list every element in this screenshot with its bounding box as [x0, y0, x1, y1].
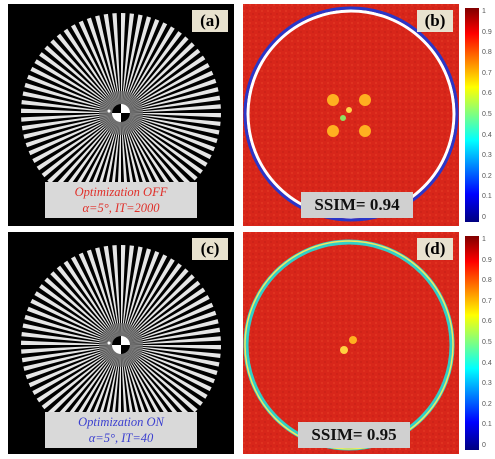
- siemens-star-image-c: [8, 232, 234, 454]
- colorbar-tick-label: 0: [482, 214, 486, 221]
- panel-label-d: (d): [417, 238, 453, 260]
- panel-label-a: (a): [192, 10, 228, 32]
- colorbar-tick-label: 0.8: [482, 49, 492, 57]
- caption-box-a: Optimization OFF α=5°, IT=2000: [45, 182, 197, 218]
- colorbar-tick-label: 0: [482, 442, 486, 449]
- colorbar-tick-label: 0.2: [482, 400, 492, 408]
- ssim-box-b: SSIM= 0.94: [301, 192, 413, 218]
- colorbar-tick-label: 0.3: [482, 152, 492, 160]
- map-boundary-inner-d: [244, 240, 454, 450]
- colorbar-tick-label: 0.9: [482, 28, 492, 36]
- caption-box-c: Optimization ON α=5°, IT=40: [45, 412, 197, 448]
- colorbar-ticks-d: 1 0.9 0.8 0.7 0.6 0.5 0.4 0.3 0.2 0.1 0: [482, 236, 495, 450]
- siemens-star-image-a: [8, 4, 234, 226]
- colorbar-tick-label: 0.4: [482, 359, 492, 367]
- colorbar-tick-label: 0.7: [482, 297, 492, 305]
- panel-label-c: (c): [192, 238, 228, 260]
- caption-line2-c: α=5°, IT=40: [88, 431, 154, 445]
- colorbar-tick-label: 0.9: [482, 256, 492, 264]
- colorbar-tick-label: 0.6: [482, 90, 492, 98]
- colorbar-tick-label: 0.6: [482, 318, 492, 326]
- panel-a: (a) Optimization OFF α=5°, IT=2000: [8, 4, 234, 226]
- colorbar-tick-label: 0.8: [482, 277, 492, 285]
- ssim-map-b: [243, 4, 459, 226]
- map-boundary-ring-d: [243, 239, 455, 451]
- colorbar-tick-label: 0.4: [482, 131, 492, 139]
- colorbar-tick-label: 0.1: [482, 421, 492, 429]
- colorbar-tick-label: 1: [482, 8, 486, 15]
- panel-d: (d) SSIM= 0.95: [243, 232, 459, 454]
- panel-c: (c) Optimization ON α=5°, IT=40: [8, 232, 234, 454]
- ssim-box-d: SSIM= 0.95: [298, 422, 410, 448]
- colorbar-tick-label: 0.5: [482, 111, 492, 118]
- colorbar-b: [465, 8, 479, 222]
- panel-label-b: (b): [417, 10, 453, 32]
- colorbar-tick-label: 0.7: [482, 69, 492, 77]
- colorbar-ticks-b: 1 0.9 0.8 0.7 0.6 0.5 0.4 0.3 0.2 0.1 0: [482, 8, 495, 222]
- caption-line1-c: Optimization ON: [78, 415, 164, 429]
- colorbar-tick-label: 0.1: [482, 193, 492, 201]
- colorbar-d: [465, 236, 479, 450]
- colorbar-tick-label: 1: [482, 236, 486, 243]
- colorbar-tick-label: 0.5: [482, 339, 492, 346]
- colorbar-tick-label: 0.3: [482, 380, 492, 388]
- caption-line1-a: Optimization OFF: [74, 185, 168, 199]
- central-spots-d: [340, 336, 357, 354]
- colorbar-tick-label: 0.2: [482, 172, 492, 180]
- map-boundary-outer-b: [243, 6, 459, 222]
- central-spots-b: [327, 94, 371, 137]
- caption-line2-a: α=5°, IT=2000: [82, 201, 160, 215]
- ssim-map-d: [243, 232, 459, 454]
- panel-b: (b) SSIM= 0.94: [243, 4, 459, 226]
